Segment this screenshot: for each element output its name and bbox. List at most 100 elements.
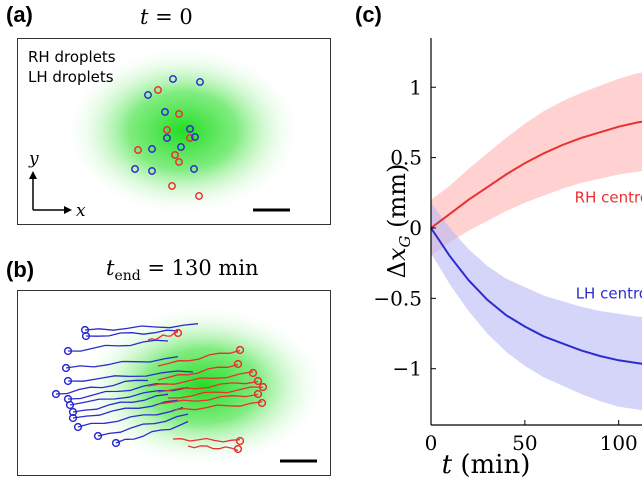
lh-droplet [73,422,83,432]
rh-droplet [253,376,263,386]
rh-trajectory [172,437,241,443]
panel-a-title-eq: = 0 [148,5,193,29]
lh-trajectory [55,379,149,395]
trajectories-b [51,323,268,454]
rh-trajectory [187,445,239,452]
rh-droplet [233,444,243,454]
series-annotation: RH centroid [575,189,642,207]
y-axis-label-unit: (mm) [383,164,411,236]
lh-droplet [163,134,171,142]
lh-droplet [190,165,198,173]
panel-a-label: (a) [6,2,33,27]
x-axis-label-var: t [442,450,453,480]
rh-droplet [253,389,263,399]
lh-droplet [144,91,152,99]
lh-droplet [186,125,194,133]
rh-droplet [173,328,183,338]
rh-droplet [175,110,183,118]
y-tick-label: 0 [409,216,422,240]
rh-droplet [163,126,171,134]
lh-centroid-line [430,227,642,365]
panel-a-title: t = 0 [140,5,193,29]
lh-droplet [65,400,75,410]
lh-trajectory [97,413,189,437]
panel-a-canvas [63,45,303,217]
rh-droplet [248,368,258,378]
rh-trajectory [157,393,259,405]
lh-droplet [148,145,156,153]
y-tick-label: −0.5 [373,286,422,310]
y-tick-label: 1 [409,75,422,99]
rh-droplet [258,382,268,392]
lh-droplet [63,376,73,386]
x-tick-label: 100 [600,431,638,455]
panel-b-canvas [51,304,328,468]
rh-droplet [168,182,176,190]
fluorescence-spot [78,304,328,468]
rh-band [431,72,642,257]
y-axis-label-sub: G [396,235,414,247]
panel-a-image: RH droplets LH droplets y x [17,38,331,225]
lh-droplet [191,133,199,141]
y-tick-label: −1 [393,357,422,381]
rh-droplet [233,359,243,369]
y-tick-label: 0.5 [390,146,422,170]
rh-trajectory [157,363,239,381]
rh-centroid-line [430,120,642,229]
lh-trajectory [77,406,184,428]
lh-droplet [51,389,61,399]
lh-droplet [148,167,156,175]
centroid-chart: −1 −0.5 0 0.5 1 0 50 100 RH centroid LH centroid… [373,38,642,480]
droplets-a [131,75,204,200]
rh-droplet [171,151,179,159]
rh-droplet [154,86,162,94]
fluorescence-spot [63,45,303,217]
rh-trajectory [147,371,254,387]
panel-a-title-var: t [140,5,149,29]
rh-droplet [195,192,203,200]
rh-trajectory [157,380,259,393]
panel-b-title-eq: = 130 min [140,256,259,280]
rh-droplet [186,134,194,142]
legend-lh: LH droplets [28,68,114,86]
x-axis-label: t (min) [442,450,531,480]
panel-b-title: tend = 130 min [106,256,259,284]
lh-droplet [177,143,185,151]
rh-trajectory [172,401,263,411]
rh-droplet [257,398,267,408]
axes-arrows-icon [29,171,72,214]
x-tick-label: 50 [512,431,537,455]
x-tick-label: 0 [425,431,438,455]
lh-trajectory [65,355,179,369]
lh-droplet [131,165,139,173]
legend-rh: RH droplets [28,48,116,66]
series-annotation: LH centroid [576,284,642,302]
lh-droplet [81,331,91,341]
lh-band [431,202,642,411]
lh-trajectory [67,383,169,400]
y-axis-label: ΔxG (mm) [383,164,414,279]
rh-droplet [235,345,245,355]
lh-droplet [93,431,103,441]
lh-droplet [63,346,73,356]
panel-b-image [17,290,331,476]
lh-droplet [196,78,204,86]
axis-y-label: y [29,149,39,169]
lh-droplet [161,108,169,116]
lh-trajectory [72,393,169,413]
rh-droplet [175,158,183,166]
rh-droplet [134,146,142,154]
lh-trajectory [67,339,169,352]
lh-trajectory [84,323,199,331]
lh-droplet [68,407,78,417]
lh-droplet [61,363,71,373]
lh-trajectory [85,329,179,337]
rh-trajectory [157,349,241,367]
rh-trajectory [147,331,179,341]
lh-droplet [111,438,121,448]
lh-trajectory [67,370,194,382]
panel-c-label: (c) [355,2,382,27]
panel-b-label: (b) [6,257,35,282]
lh-droplet [169,75,177,83]
rh-droplet [235,436,245,446]
